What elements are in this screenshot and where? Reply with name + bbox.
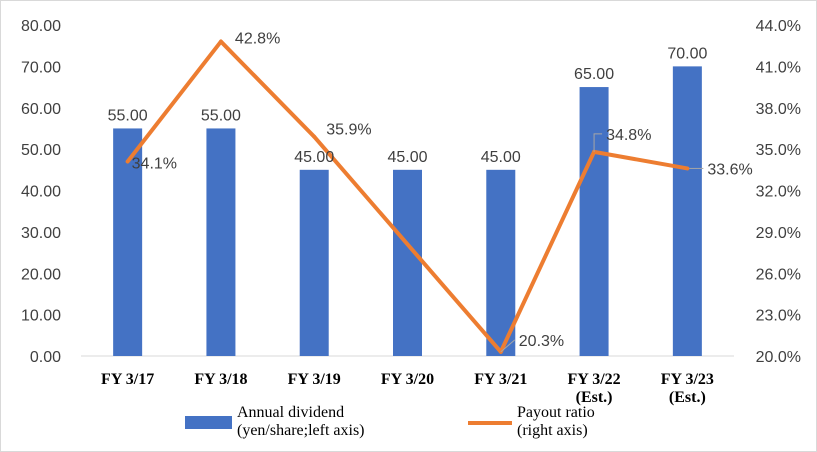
left-axis-tick-label: 0.00	[30, 349, 61, 366]
payout-label-leader-line	[500, 339, 516, 353]
x-axis-category-label: FY 3/19	[288, 371, 341, 388]
dividend-bar	[672, 66, 702, 356]
right-axis-tick-label: 38.0%	[756, 101, 801, 118]
right-axis-tick-label: 29.0%	[756, 225, 801, 242]
right-axis-tick-label: 20.0%	[756, 349, 801, 366]
legend-label-annual-dividend: Annual dividend	[237, 404, 344, 421]
dividend-value-label: 70.00	[667, 45, 707, 62]
x-axis-category-label: FY 3/20	[381, 371, 434, 388]
payout-ratio-line-segment	[498, 149, 597, 354]
line-group	[125, 39, 690, 354]
axes-group: 0.00 10.00 20.00 30.00 40.00 50.00 60.00 70.00 8…	[21, 18, 801, 406]
right-axis-tick-label: 32.0%	[756, 184, 801, 201]
dividend-bar	[206, 128, 236, 356]
payout-ratio-value-label: 20.3%	[519, 333, 564, 350]
payout-ratio-line-segment	[125, 39, 223, 164]
dividend-value-label: 55.00	[201, 107, 241, 124]
left-axis-tick-label: 10.00	[21, 308, 61, 325]
payout-label-leader-line	[593, 133, 603, 152]
dividend-bar	[579, 87, 609, 356]
left-axis-tick-label: 20.00	[21, 266, 61, 283]
left-axis-tick-label: 50.00	[21, 142, 61, 159]
payout-ratio-line-segment	[592, 149, 690, 171]
x-axis-category-label: FY 3/22	[567, 371, 620, 388]
dividend-value-label: 45.00	[387, 149, 427, 166]
right-axis-tick-label: 35.0%	[756, 142, 801, 159]
payout-ratio-value-label: 42.8%	[235, 31, 280, 48]
legend-label-annual-dividend: (yen/share;left axis)	[237, 422, 365, 439]
left-axis-tick-label: 80.00	[21, 18, 61, 35]
bars-group	[113, 66, 702, 356]
right-axis-tick-label: 41.0%	[756, 59, 801, 76]
x-axis-category-label: FY 3/23	[661, 371, 714, 388]
legend-label-payout-ratio: (right axis)	[517, 422, 588, 439]
left-axis-tick-label: 70.00	[21, 59, 61, 76]
dividend-bar	[299, 169, 329, 356]
dividend-value-label: 55.00	[108, 107, 148, 124]
dividend-value-label: 45.00	[481, 149, 521, 166]
payout-ratio-value-label: 34.8%	[606, 127, 651, 144]
legend: Annual dividend(yen/share;left axis) Payo…	[185, 404, 595, 439]
x-axis-category-label: (Est.)	[669, 389, 706, 406]
dividend-value-label: 65.00	[574, 66, 614, 83]
payout-ratio-value-label: 35.9%	[326, 122, 371, 139]
x-axis-category-label: FY 3/21	[474, 371, 527, 388]
right-axis-tick-label: 26.0%	[756, 266, 801, 283]
right-axis-tick-label: 44.0%	[756, 18, 801, 35]
left-axis-tick-label: 60.00	[21, 101, 61, 118]
legend-label-payout-ratio: Payout ratio	[517, 404, 595, 421]
dividend-value-label: 45.00	[294, 149, 334, 166]
dividend-bar	[393, 169, 422, 356]
dividend-bar	[113, 128, 143, 356]
x-axis-category-label: (Est.)	[576, 389, 613, 406]
legend-swatch-annual-dividend	[185, 416, 232, 429]
payout-ratio-value-label: 33.6%	[707, 161, 752, 178]
x-axis-category-label: FY 3/18	[194, 371, 247, 388]
payout-ratio-value-label: 34.1%	[132, 156, 177, 173]
payout-ratio-line-segment	[218, 39, 317, 139]
dividend-bar	[486, 169, 516, 356]
data-labels-group: 55.00 55.00 45.00 45.00 45.00 65.00 70.00 34.1%…	[108, 31, 753, 353]
right-axis-tick-label: 23.0%	[756, 308, 801, 325]
left-axis-tick-label: 30.00	[21, 225, 61, 242]
payout-ratio-line-segment	[312, 134, 503, 354]
x-axis-category-label: FY 3/17	[101, 371, 154, 388]
left-axis-tick-label: 40.00	[21, 184, 61, 201]
